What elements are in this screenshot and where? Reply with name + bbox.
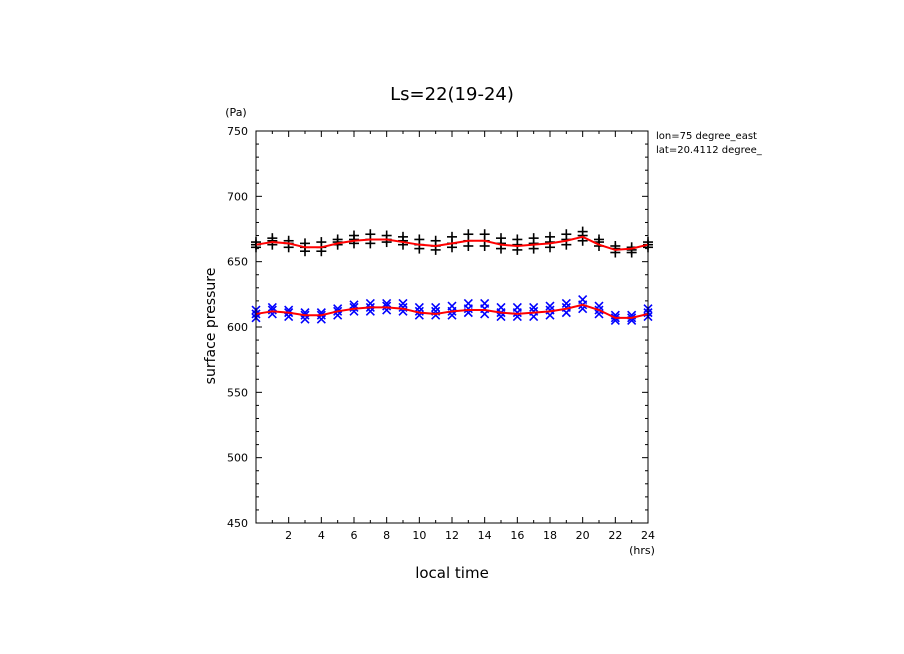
y-tick-label: 550 (227, 386, 248, 399)
plus-marker (528, 233, 539, 244)
plus-marker (512, 234, 523, 245)
plus-marker (414, 234, 425, 245)
cross-marker (365, 306, 375, 316)
cross-marker (316, 314, 326, 324)
plot-marks (251, 226, 653, 326)
y-unit-label: (Pa) (225, 106, 246, 119)
mean-line (255, 303, 649, 319)
annotation-lat: lat=20.4112 degree_ (656, 145, 763, 156)
plus-marker (316, 237, 327, 248)
cross-marker (300, 314, 310, 324)
x-tick-label: 18 (543, 529, 557, 542)
x-tick-label: 12 (445, 529, 459, 542)
cross-marker (414, 306, 424, 316)
cross-marker (545, 301, 555, 311)
x-tick-label: 20 (576, 529, 590, 542)
cross-marker (480, 298, 490, 309)
x-unit-label: (hrs) (629, 544, 655, 557)
x-tick-label: 10 (412, 529, 426, 542)
cross-marker (561, 298, 571, 309)
x-tick-label: 16 (510, 529, 524, 542)
plus-marker (349, 230, 359, 241)
y-axis-label: surface pressure (203, 268, 219, 385)
cross-marker (578, 294, 588, 305)
plus-marker (447, 231, 457, 242)
plus-marker (365, 229, 376, 240)
plus-marker (430, 235, 441, 246)
x-tick-label: 2 (285, 529, 292, 542)
cross-marker (414, 302, 424, 312)
mean-line (255, 235, 649, 251)
x-tick-label: 8 (383, 529, 390, 542)
chart-title: Ls=22(19-24) (390, 84, 514, 105)
x-tick-label: 6 (351, 529, 358, 542)
plus-marker (561, 229, 572, 240)
cross-marker (496, 311, 506, 322)
axes: 2 4 6 8 10 12 14 16 18 20 22 2445050055060065070075… (227, 125, 655, 542)
cross-marker (398, 298, 408, 309)
cross-marker (431, 302, 441, 312)
plus-marker (463, 229, 474, 240)
plus-marker (479, 229, 490, 240)
x-tick-label: 24 (641, 529, 655, 542)
y-tick-label: 650 (227, 256, 248, 269)
x-tick-label: 4 (318, 529, 325, 542)
x-tick-label: 14 (478, 529, 492, 542)
y-tick-label: 600 (227, 321, 248, 334)
cross-marker (267, 302, 277, 312)
y-tick-label: 750 (227, 125, 248, 138)
cross-marker (349, 300, 359, 310)
annotation-lon: lon=75 degree_east (656, 131, 757, 142)
cross-marker (447, 301, 457, 311)
plus-marker (577, 226, 588, 237)
plot-frame (255, 130, 649, 524)
plus-marker (545, 231, 555, 242)
cross-marker (382, 301, 392, 311)
cross-marker (365, 298, 375, 309)
cross-marker (463, 298, 473, 309)
cross-marker (529, 302, 539, 312)
cross-marker (545, 305, 555, 315)
cross-marker (496, 302, 506, 312)
plus-marker (594, 234, 604, 245)
x-axis-label: local time (415, 564, 489, 582)
y-tick-label: 700 (227, 190, 248, 203)
y-tick-label: 450 (227, 517, 248, 530)
plus-marker (398, 231, 408, 242)
plus-marker (496, 233, 506, 244)
cross-marker (529, 306, 539, 316)
cross-marker (382, 298, 392, 309)
y-tick-label: 500 (227, 452, 248, 465)
cross-marker (512, 302, 522, 312)
x-tick-label: 22 (608, 529, 622, 542)
